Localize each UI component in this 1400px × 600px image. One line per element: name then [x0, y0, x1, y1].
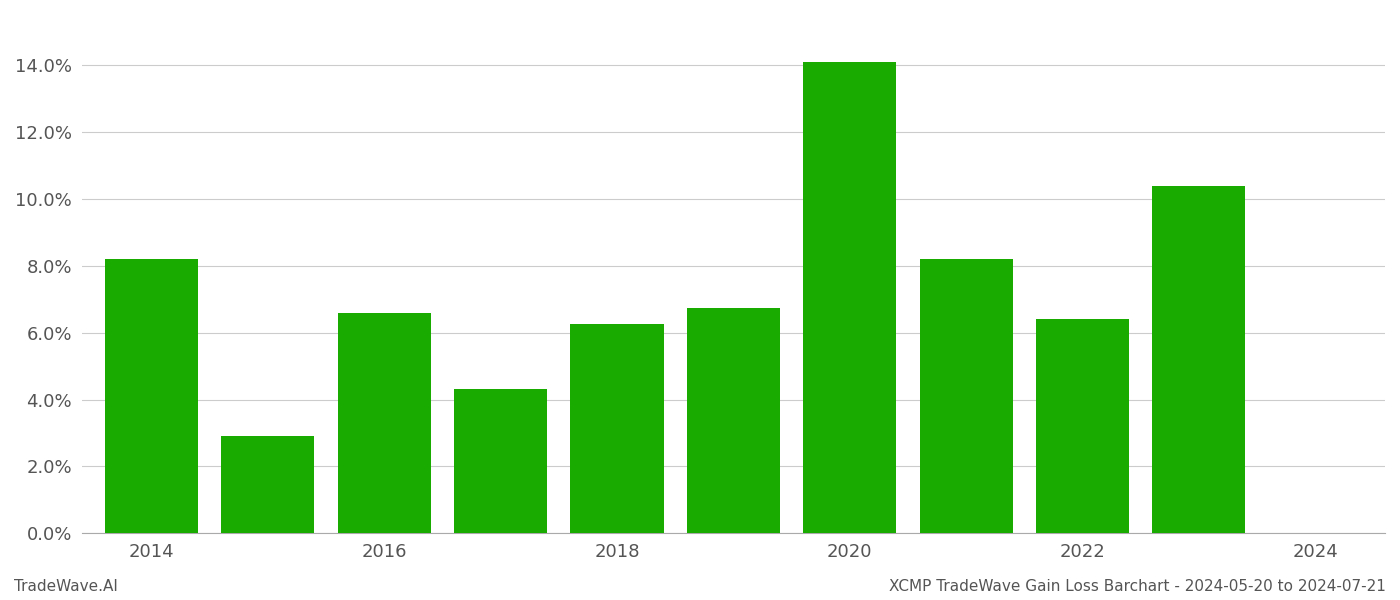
Bar	[454, 389, 547, 533]
Bar	[337, 313, 431, 533]
Bar	[804, 62, 896, 533]
Text: TradeWave.AI: TradeWave.AI	[14, 579, 118, 594]
Bar	[687, 308, 780, 533]
Bar	[920, 259, 1012, 533]
Text: XCMP TradeWave Gain Loss Barchart - 2024-05-20 to 2024-07-21: XCMP TradeWave Gain Loss Barchart - 2024…	[889, 579, 1386, 594]
Bar	[1036, 319, 1128, 533]
Bar	[570, 324, 664, 533]
Bar	[1152, 185, 1246, 533]
Bar	[221, 436, 315, 533]
Bar	[105, 259, 197, 533]
